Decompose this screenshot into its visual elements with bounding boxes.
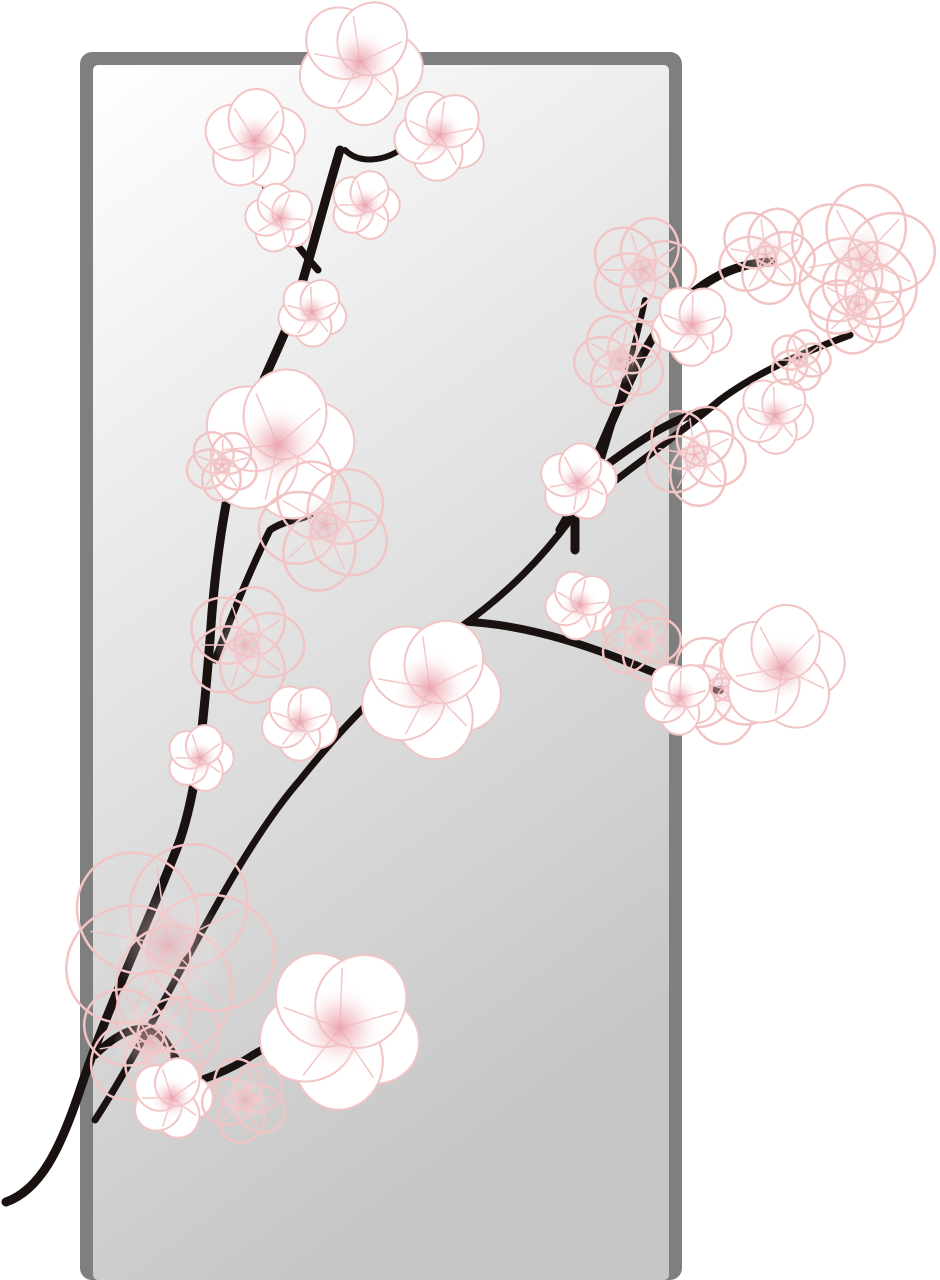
blossom-center [391, 649, 469, 727]
blossom-center [293, 293, 331, 331]
blossom-center [595, 335, 645, 385]
blossom-center [346, 186, 384, 224]
blossom-flower [205, 368, 356, 520]
blossom-flower [645, 405, 747, 508]
blossom-center [289, 489, 361, 561]
blossom-flower [718, 207, 816, 305]
blossom-center [667, 427, 723, 483]
blossom-flower [807, 256, 905, 355]
blossom-flower [204, 88, 307, 188]
blossom-center [213, 613, 277, 677]
blossom-flower [257, 460, 389, 592]
blossom-flower [200, 1057, 287, 1144]
blossom-flower [393, 90, 485, 182]
blossom-flower [361, 619, 502, 761]
blossom-center [296, 984, 384, 1072]
blossom-center [150, 1076, 194, 1120]
blossom-flower [790, 183, 937, 329]
blossom-flower [593, 216, 698, 324]
blossom-center [221, 1076, 269, 1124]
blossom-center [822, 218, 902, 298]
blossom-center [561, 586, 599, 624]
blossom-flower [258, 952, 421, 1111]
blossom-flower [650, 286, 733, 367]
blossom-center [112, 1002, 188, 1078]
blossom-flower [601, 598, 683, 682]
blossom-flower [544, 570, 614, 641]
branch-fork-mid [596, 406, 709, 474]
blossom-group [65, 1, 937, 1144]
blossom-center [670, 303, 714, 347]
blossom-flower [277, 279, 348, 348]
blossom-flower [332, 170, 401, 240]
blossom-flower [643, 663, 717, 736]
blossom-flower [190, 586, 306, 704]
blossom-flower [298, 1, 424, 126]
blossom-center [783, 343, 817, 377]
blossom-center [236, 403, 320, 487]
blossom-flower [261, 685, 339, 762]
blossom-flower [168, 724, 235, 792]
blossom-flower [244, 182, 314, 253]
blossom-flower [771, 328, 832, 392]
blossom-center [227, 112, 283, 168]
blossom-center [181, 739, 219, 777]
blossom-center [660, 678, 700, 718]
blossom-center [325, 27, 395, 97]
blossom-center [754, 394, 796, 436]
blossom-center [614, 241, 672, 299]
blossom-flower [540, 442, 618, 520]
blossom-flower [134, 1057, 214, 1139]
blossom-center [831, 278, 885, 332]
blossom-flower [185, 431, 258, 502]
blossom-center [557, 461, 599, 503]
blossom-center [279, 701, 321, 743]
diagonal-branch [91, 331, 854, 1124]
blossom-center [739, 228, 793, 282]
blossom-flower [720, 604, 846, 729]
blossom-center [415, 110, 465, 160]
blossom-center [261, 199, 299, 237]
blossom-flower [572, 314, 665, 407]
blossom-center [747, 633, 817, 703]
blossom-flower [736, 378, 815, 455]
blossom-center [202, 445, 242, 485]
blossom-center [618, 618, 662, 662]
